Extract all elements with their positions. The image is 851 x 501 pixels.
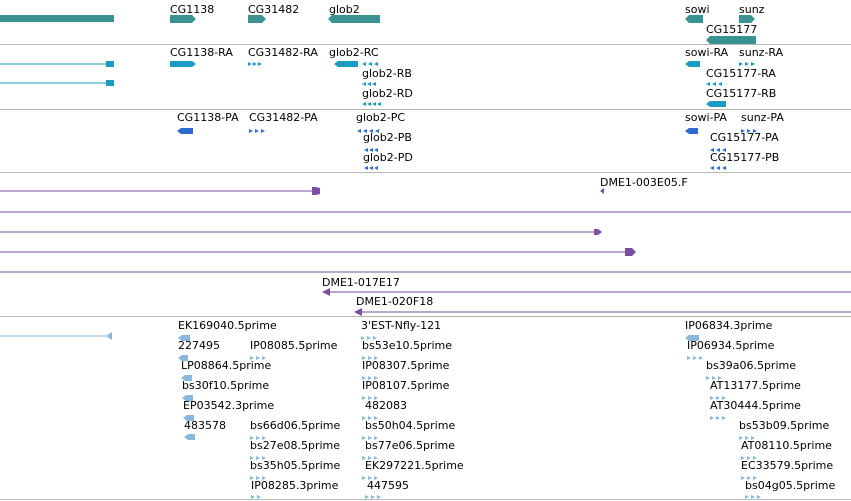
protein-label-glob2-pd[interactable]: glob2-PD	[363, 151, 413, 164]
est-label[interactable]: IP06834.3prime	[685, 319, 773, 332]
protein-label-sowi-pa[interactable]: sowi-PA	[685, 111, 727, 124]
transcript-label-glob2-rb[interactable]: glob2-RB	[362, 67, 412, 80]
est-label[interactable]: bs53b09.5prime	[739, 419, 830, 432]
protein-glyphs	[177, 128, 757, 170]
bac-label-dme1-017e17[interactable]: DME1-017E17	[322, 276, 400, 289]
gene-glyph-sowi[interactable]	[685, 15, 703, 23]
protein-label-cg15177-pa[interactable]: CG15177-PA	[710, 131, 779, 144]
est-label[interactable]: IP08107.5prime	[362, 379, 450, 392]
gene-glyph-cg15177[interactable]	[706, 36, 756, 44]
est-label[interactable]: bs77e06.5prime	[365, 439, 456, 452]
transcript-label-cg1138-ra[interactable]: CG1138-RA	[170, 46, 233, 59]
protein-label-sunz-pa[interactable]: sunz-PA	[741, 111, 784, 124]
gene-label-sunz[interactable]: sunz	[739, 3, 765, 16]
transcript-label-sunz-ra[interactable]: sunz-RA	[739, 46, 784, 59]
bac-label-dme1-003e05-f[interactable]: DME1-003E05.F	[600, 176, 688, 189]
est-label[interactable]: EK169040.5prime	[178, 319, 277, 332]
est-label[interactable]: bs53e10.5prime	[362, 339, 453, 352]
transcript-label-cg15177-rb[interactable]: CG15177-RB	[706, 87, 777, 100]
est-label[interactable]: bs35h05.5prime	[250, 459, 341, 472]
transcript-track: CG1138-RA CG31482-RA glob2-RC glob2-RB g…	[0, 0, 851, 109]
est-label[interactable]: bs66d06.5prime	[250, 419, 341, 432]
est-label[interactable]: bs04g05.5prime	[745, 479, 836, 492]
gene-glyph-sunz[interactable]	[739, 15, 755, 23]
est-label[interactable]: IP08307.5prime	[362, 359, 450, 372]
transcript-label-glob2-rc[interactable]: glob2-RC	[329, 46, 379, 59]
est-label[interactable]: IP06934.5prime	[687, 339, 775, 352]
transcript-label-cg15177-ra[interactable]: CG15177-RA	[706, 67, 776, 80]
est-label[interactable]: AT08110.5prime	[741, 439, 832, 452]
track-divider	[0, 499, 851, 500]
gene-label-cg1138[interactable]: CG1138	[170, 3, 215, 16]
est-label[interactable]: 3'EST-Nfly-121	[361, 319, 442, 332]
est-label[interactable]: 482083	[365, 399, 407, 412]
gene-glyph[interactable]	[0, 15, 114, 22]
est-label[interactable]: IP08285.3prime	[251, 479, 339, 492]
protein-label-cg15177-pb[interactable]: CG15177-PB	[710, 151, 780, 164]
est-label[interactable]: IP08085.5prime	[250, 339, 338, 352]
gene-label-cg15177[interactable]: CG15177	[706, 23, 758, 36]
gene-label-sowi[interactable]: sowi	[685, 3, 710, 16]
bac-clone-track: DME1-003E05.F DME1-017E17 DME1-020F18	[0, 176, 851, 316]
transcript-label-glob2-rd[interactable]: glob2-RD	[362, 87, 413, 100]
gene-track: CG1138 CG31482 glob2 sowi sunz CG15177	[0, 0, 851, 44]
est-label[interactable]: bs39a06.5prime	[706, 359, 796, 372]
est-label[interactable]: 447595	[367, 479, 409, 492]
track-divider	[0, 316, 851, 317]
est-label[interactable]: EC33579.5prime	[741, 459, 834, 472]
gene-glyph-cg31482[interactable]	[248, 15, 266, 23]
gene-label-cg31482[interactable]: CG31482	[248, 3, 300, 16]
gene-glyph-glob2[interactable]	[328, 15, 380, 23]
est-label[interactable]: LP08864.5prime	[181, 359, 272, 372]
est-label[interactable]: 483578	[184, 419, 226, 432]
gene-label-glob2[interactable]: glob2	[329, 3, 360, 16]
bac-label-dme1-020f18[interactable]: DME1-020F18	[356, 295, 434, 308]
est-label[interactable]: EK297221.5prime	[365, 459, 464, 472]
est-label[interactable]: 227495	[178, 339, 220, 352]
track-divider	[0, 109, 851, 110]
protein-label-cg1138-pa[interactable]: CG1138-PA	[177, 111, 239, 124]
est-label[interactable]: AT13177.5prime	[710, 379, 801, 392]
est-label[interactable]: bs30f10.5prime	[182, 379, 270, 392]
transcript-glyphs	[0, 61, 755, 107]
protein-label-glob2-pc[interactable]: glob2-PC	[356, 111, 406, 124]
protein-label-glob2-pb[interactable]: glob2-PB	[363, 131, 412, 144]
track-divider	[0, 44, 851, 45]
transcript-label-cg31482-ra[interactable]: CG31482-RA	[248, 46, 318, 59]
est-label[interactable]: EP03542.3prime	[183, 399, 275, 412]
est-label[interactable]: AT30444.5prime	[710, 399, 801, 412]
gene-glyph-cg1138[interactable]	[170, 15, 196, 23]
bac-clone-glyphs	[0, 187, 851, 316]
protein-label-cg31482-pa[interactable]: CG31482-PA	[249, 111, 318, 124]
protein-track: CG1138-PA CG31482-PA glob2-PC glob2-PB g…	[0, 0, 851, 172]
est-label[interactable]: bs27e08.5prime	[250, 439, 341, 452]
track-divider	[0, 172, 851, 173]
est-label[interactable]: bs50h04.5prime	[365, 419, 456, 432]
transcript-label-sowi-ra[interactable]: sowi-RA	[685, 46, 729, 59]
